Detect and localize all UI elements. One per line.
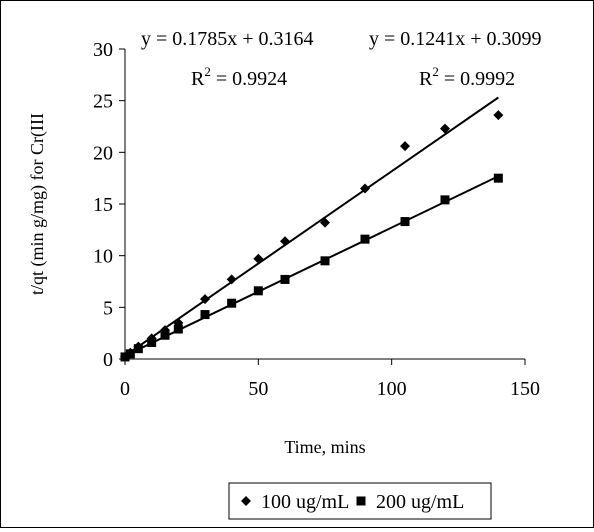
y-tick-label: 5: [103, 297, 113, 319]
x-tick-label: 150: [510, 378, 540, 400]
data-point-series-2: [227, 298, 237, 308]
y-tick-label: 0: [103, 349, 113, 371]
data-point-series-2: [320, 256, 330, 266]
data-point-series-2: [400, 217, 410, 227]
data-point-series-2: [360, 234, 370, 244]
data-point-series-1: [320, 217, 330, 228]
data-point-series-1: [493, 110, 504, 121]
data-point-series-2: [440, 195, 450, 205]
legend-label-series-1: 100 ug/mL: [261, 491, 349, 513]
data-point-series-2: [120, 352, 130, 362]
data-point-series-1: [253, 253, 264, 264]
data-point-series-1: [280, 236, 290, 247]
data-point-series-2: [133, 344, 143, 354]
data-point-series-1: [360, 183, 370, 194]
x-tick-label: 100: [377, 378, 407, 400]
y-tick-label: 10: [93, 246, 113, 268]
data-point-series-2: [493, 173, 503, 183]
data-point-series-2: [147, 337, 157, 347]
data-point-series-1: [400, 141, 410, 152]
y-tick-label: 15: [93, 194, 113, 216]
y-tick-label: 25: [93, 91, 113, 113]
legend-marker-series-2: [356, 496, 366, 506]
data-point-series-2: [173, 324, 183, 334]
x-axis-label: Time, mins: [284, 437, 365, 457]
data-point-series-2: [280, 274, 290, 284]
y-axis-label: t/qt (min g/mg) for Cr(III: [27, 113, 48, 295]
legend-label-series-2: 200 ug/mL: [376, 491, 464, 513]
y-tick-label: 30: [93, 39, 113, 61]
data-point-series-2: [253, 286, 263, 296]
data-point-series-1: [440, 123, 450, 134]
r-squared-label: R2 = 0.9924: [191, 64, 287, 90]
trendline-series-1: [124, 96, 499, 357]
trendline-equation: y = 0.1241x + 0.3099: [369, 28, 542, 50]
r-squared-label: R2 = 0.9992: [419, 64, 515, 90]
data-point-series-2: [160, 330, 170, 340]
data-point-series-2: [125, 349, 135, 359]
x-tick-label: 50: [248, 378, 268, 400]
x-tick-label: 0: [120, 378, 130, 400]
data-point-series-2: [200, 310, 210, 320]
trendline-series-2: [124, 175, 499, 357]
data-point-series-1: [200, 294, 210, 305]
y-tick-label: 20: [93, 142, 113, 164]
data-point-series-1: [226, 274, 237, 285]
trendline-equation: y = 0.1785x + 0.3164: [141, 28, 314, 50]
legend-marker-series-1: [241, 496, 251, 506]
